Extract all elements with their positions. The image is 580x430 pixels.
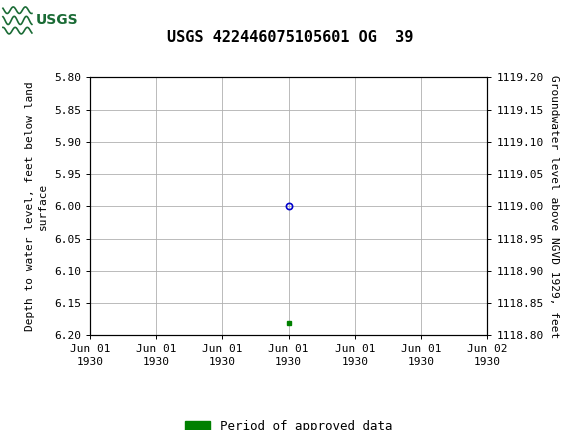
Y-axis label: Groundwater level above NGVD 1929, feet: Groundwater level above NGVD 1929, feet — [549, 75, 559, 338]
Text: USGS 422446075105601 OG  39: USGS 422446075105601 OG 39 — [167, 30, 413, 45]
Legend: Period of approved data: Period of approved data — [180, 415, 397, 430]
Text: USGS: USGS — [36, 13, 78, 28]
Bar — [1, 2, 77, 39]
Y-axis label: Depth to water level, feet below land
surface: Depth to water level, feet below land su… — [25, 82, 48, 331]
